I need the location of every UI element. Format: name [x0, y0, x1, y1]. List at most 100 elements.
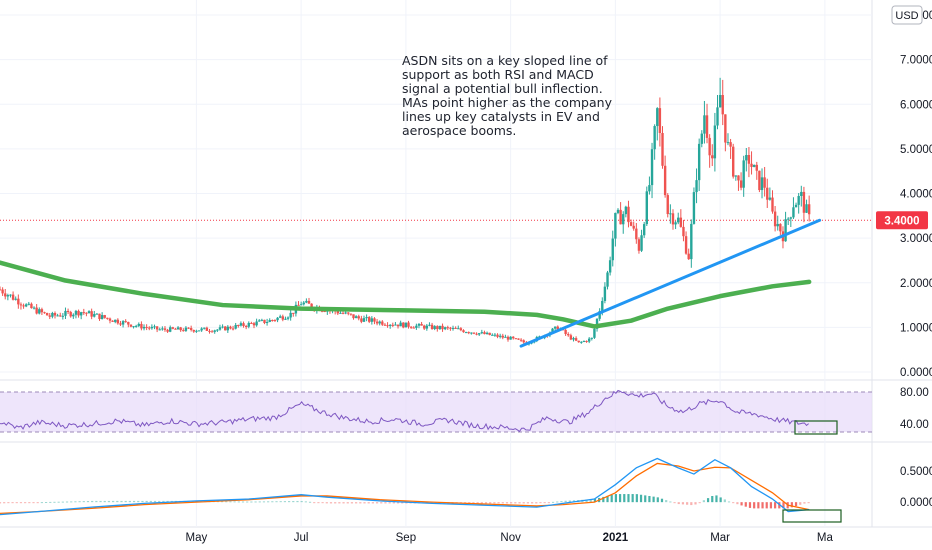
macd-histogram-bar — [350, 502, 354, 504]
macd-histogram-bar — [103, 500, 106, 503]
candle-body — [475, 333, 478, 335]
macd-histogram-bar — [396, 502, 400, 504]
candle-body — [428, 324, 431, 326]
candle-body — [32, 307, 36, 309]
x-tick-label: Sep — [396, 532, 416, 544]
chart-annotation: ASDN sits on a key sloped line of suppor… — [402, 53, 612, 138]
candle-body — [221, 326, 224, 328]
candle-body — [771, 197, 774, 212]
macd-histogram-bar — [648, 495, 651, 503]
macd-histogram-bar — [91, 500, 94, 503]
candle-body — [569, 335, 573, 340]
candle-body — [732, 146, 735, 177]
candle-body — [344, 312, 347, 314]
candle-body — [213, 330, 216, 332]
candle-body — [365, 317, 368, 319]
candle-body — [498, 335, 502, 337]
macd-histogram-bar — [476, 502, 479, 504]
macd-histogram-bar — [769, 502, 773, 509]
candle-body — [95, 313, 99, 315]
candle-body — [391, 324, 394, 326]
candle-body — [682, 226, 685, 237]
y-tick-label: 1.0000 — [900, 322, 932, 334]
macd-histogram-bar — [505, 502, 509, 504]
candle-body — [244, 326, 248, 328]
candle-body — [373, 318, 376, 322]
candle-body — [11, 294, 15, 300]
macd-tick-label: 0.0000 — [900, 497, 932, 509]
macd-histogram-bar — [132, 500, 136, 503]
macd-histogram-bar — [321, 502, 324, 504]
macd-histogram-bar — [744, 502, 747, 507]
macd-histogram-bar — [317, 502, 320, 504]
macd-histogram-bar — [489, 502, 492, 504]
candle-body — [354, 316, 358, 319]
macd-histogram-bar — [677, 502, 680, 505]
candle-body — [69, 311, 72, 317]
macd-histogram-bar — [137, 500, 140, 503]
candle-body — [671, 213, 675, 225]
candle-body — [271, 320, 274, 322]
candle-body — [323, 310, 326, 312]
macd-histogram-bar — [694, 502, 697, 505]
candle-body — [582, 340, 586, 342]
candle-body — [203, 327, 206, 329]
candle-body — [6, 295, 10, 297]
macd-histogram-bar — [61, 501, 64, 503]
macd-histogram-bar — [681, 502, 685, 505]
candle-body — [687, 253, 690, 260]
candle-body — [739, 180, 743, 188]
candle-body — [216, 329, 219, 331]
candle-body — [299, 304, 303, 306]
candle-body — [619, 209, 622, 225]
candle-body — [789, 217, 793, 219]
x-tick-label: 2021 — [603, 532, 629, 544]
candle-body — [603, 286, 607, 301]
candle-body — [658, 108, 662, 134]
candle-body — [268, 320, 271, 323]
currency-label: USD — [895, 10, 918, 22]
candle-body — [512, 336, 515, 339]
candle-body — [357, 316, 360, 319]
candle-body — [564, 329, 567, 335]
macd-histogram-bar — [656, 497, 659, 503]
candle-body — [472, 332, 476, 334]
macd-histogram-bar — [568, 500, 571, 503]
candle-body — [396, 324, 400, 327]
macd-histogram-bar — [669, 501, 672, 503]
macd-histogram-bar — [3, 502, 6, 504]
candle-body — [116, 319, 120, 324]
candle-body — [30, 303, 33, 309]
candle-body — [417, 323, 421, 326]
candle-body — [93, 314, 96, 317]
macd-histogram-bar — [338, 502, 341, 504]
candle-body — [100, 315, 104, 320]
candle-body — [187, 327, 190, 329]
candle-body — [103, 315, 106, 318]
macd-histogram-bar — [237, 501, 240, 503]
candle-body — [19, 304, 23, 306]
candle-body — [415, 325, 418, 328]
macd-histogram-bar — [778, 502, 781, 509]
macd-histogram-bar — [564, 500, 567, 503]
candle-body — [504, 336, 507, 338]
macd-histogram-bar — [799, 502, 802, 505]
candle-body — [598, 310, 601, 319]
macd-histogram-bar — [510, 502, 513, 504]
candle-body — [370, 318, 374, 322]
macd-histogram-bar — [254, 501, 257, 503]
candle-body — [755, 164, 758, 171]
macd-histogram-bar — [313, 502, 316, 504]
macd-histogram-bar — [384, 502, 387, 504]
x-tick-label: May — [186, 532, 208, 544]
candle-body — [378, 321, 381, 324]
candle-body — [425, 325, 429, 329]
candle-body — [310, 303, 313, 308]
candle-body — [711, 155, 714, 159]
candle-body — [24, 304, 28, 307]
macd-histogram-bar — [757, 502, 760, 509]
candle-body — [231, 328, 235, 330]
candle-body — [661, 133, 664, 166]
macd-histogram-bar — [392, 502, 395, 504]
